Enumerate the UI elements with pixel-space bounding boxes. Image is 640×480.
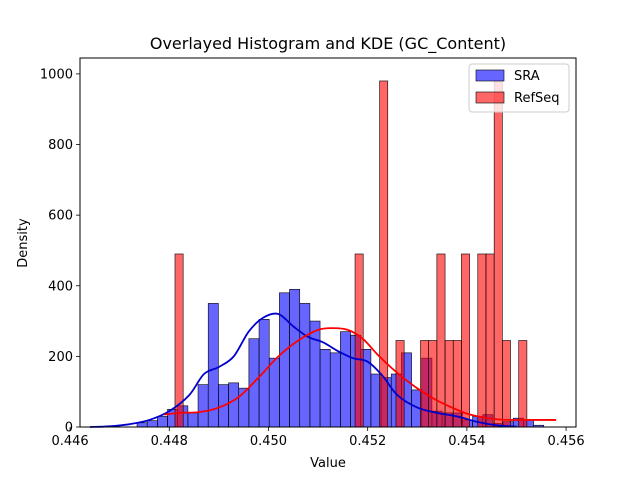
sra-bar: [319, 349, 331, 428]
axes-frame: [79, 57, 577, 428]
sra-bar: [340, 331, 351, 428]
y-tick-label: 200: [48, 350, 73, 365]
sra-bar: [146, 420, 158, 428]
kde-lines: [89, 312, 557, 428]
sra-kde-line: [89, 312, 517, 428]
refseq-bar: [502, 340, 511, 428]
sra-bar: [258, 319, 270, 428]
refseq-bar: [354, 253, 364, 428]
plot-area: [79, 57, 577, 428]
refseq-kde-line: [164, 327, 557, 421]
x-axis-label: Value: [310, 456, 346, 471]
x-tick-label: 0.456: [547, 434, 584, 449]
x-tick-label: 0.452: [349, 434, 386, 449]
refseq-bar: [493, 80, 503, 428]
sra-bar: [157, 416, 168, 428]
refseq-bar: [461, 253, 470, 428]
x-tick-label: 0.448: [151, 434, 188, 449]
x-tick-label: 0.450: [250, 434, 287, 449]
y-tick-label: 400: [48, 279, 73, 294]
refseq-bar: [428, 340, 438, 428]
sra-bar: [238, 387, 250, 428]
legend-label-sra: SRA: [514, 69, 540, 84]
y-tick-label: 600: [48, 209, 73, 224]
refseq-bar: [452, 340, 462, 428]
sra-bar: [329, 352, 341, 428]
sra-bar: [309, 320, 321, 428]
legend: SRA RefSeq: [468, 63, 570, 113]
sra-bar: [268, 357, 280, 428]
x-tick-label: 0.454: [448, 434, 485, 449]
refseq-bar: [518, 340, 528, 428]
y-tick-label: 800: [48, 138, 73, 153]
sra-bar: [279, 292, 290, 428]
legend-swatch-refseq: [475, 91, 505, 104]
y-axis-label: Density: [16, 218, 31, 268]
y-tick-label: 0: [65, 421, 73, 436]
refseq-bar: [395, 340, 405, 428]
y-axis: 0 200 400 600 800 1000: [40, 67, 80, 436]
sra-bar: [299, 303, 311, 428]
sra-bar: [197, 384, 209, 428]
refseq-bar: [485, 253, 495, 428]
sra-bar: [228, 382, 240, 428]
refseq-bar: [477, 253, 487, 428]
x-tick-label: 0.446: [51, 434, 88, 449]
sra-bar: [187, 412, 199, 428]
legend-swatch-sra: [475, 69, 505, 82]
chart-title: Overlayed Histogram and KDE (GC_Content): [150, 34, 506, 54]
x-axis: 0.446 0.448 0.450 0.452 0.454 0.456: [51, 427, 585, 449]
legend-label-refseq: RefSeq: [514, 91, 560, 106]
y-tick-label: 1000: [40, 67, 73, 82]
sra-bar: [289, 288, 301, 428]
refseq-bars: [174, 80, 528, 428]
refseq-bar: [420, 340, 429, 428]
